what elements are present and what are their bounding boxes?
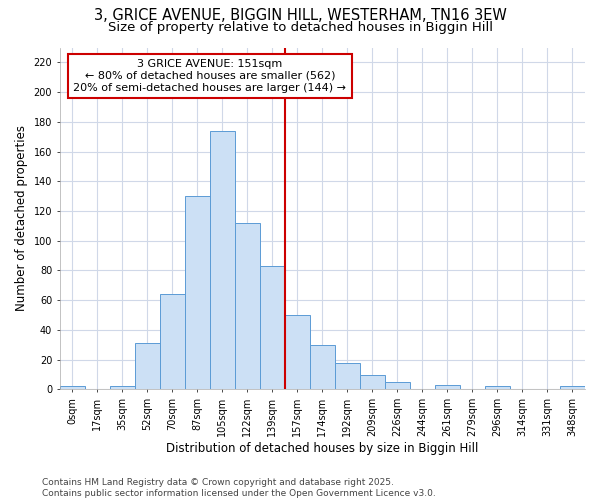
Bar	[435, 385, 460, 390]
Text: Size of property relative to detached houses in Biggin Hill: Size of property relative to detached ho…	[107, 21, 493, 34]
Bar	[560, 386, 585, 390]
Bar	[360, 374, 385, 390]
Bar	[285, 315, 310, 390]
Bar	[160, 294, 185, 390]
Bar	[185, 196, 210, 390]
Bar	[485, 386, 510, 390]
Text: Contains HM Land Registry data © Crown copyright and database right 2025.
Contai: Contains HM Land Registry data © Crown c…	[42, 478, 436, 498]
Bar	[110, 386, 135, 390]
Bar	[260, 266, 285, 390]
Bar	[235, 223, 260, 390]
X-axis label: Distribution of detached houses by size in Biggin Hill: Distribution of detached houses by size …	[166, 442, 479, 455]
Text: 3, GRICE AVENUE, BIGGIN HILL, WESTERHAM, TN16 3EW: 3, GRICE AVENUE, BIGGIN HILL, WESTERHAM,…	[94, 8, 506, 22]
Text: 3 GRICE AVENUE: 151sqm
← 80% of detached houses are smaller (562)
20% of semi-de: 3 GRICE AVENUE: 151sqm ← 80% of detached…	[73, 60, 346, 92]
Bar	[60, 386, 85, 390]
Bar	[385, 382, 410, 390]
Bar	[210, 131, 235, 390]
Y-axis label: Number of detached properties: Number of detached properties	[15, 126, 28, 312]
Bar	[335, 362, 360, 390]
Bar	[310, 345, 335, 390]
Bar	[135, 344, 160, 390]
